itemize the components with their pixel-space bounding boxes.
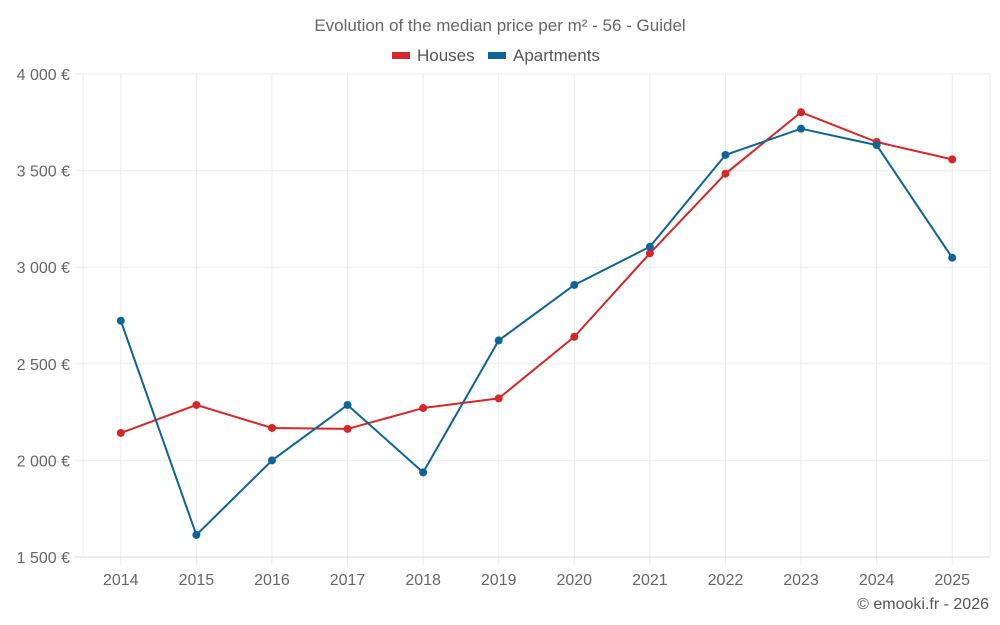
- data-point-houses: [116, 428, 125, 437]
- x-tick-label: 2019: [481, 572, 517, 589]
- data-point-apartments: [267, 456, 276, 465]
- data-point-apartments: [192, 530, 201, 539]
- data-point-houses: [948, 155, 957, 164]
- axes: 2014 2015 2016 2017 2018 2019 2020 2021 2022 2023…: [17, 67, 970, 589]
- data-point-houses: [494, 394, 503, 403]
- chart-title: Evolution of the median price per m² - 5…: [314, 16, 685, 35]
- grid: [75, 73, 991, 565]
- legend-label: Apartments: [513, 46, 600, 65]
- x-tick-label: 2025: [934, 572, 970, 589]
- data-point-apartments: [494, 336, 503, 345]
- data-point-apartments: [872, 141, 881, 150]
- x-tick-label: 2018: [405, 572, 441, 589]
- data-point-apartments: [948, 253, 957, 262]
- y-tick-label: 3 500 €: [17, 164, 70, 181]
- data-point-houses: [192, 400, 201, 409]
- x-tick-label: 2016: [254, 572, 290, 589]
- series-line-houses: [120, 111, 953, 434]
- data-point-houses: [645, 249, 654, 258]
- series-houses: [116, 108, 957, 437]
- y-tick-label: 3 000 €: [17, 260, 70, 277]
- legend-item-houses: Houses: [392, 46, 475, 65]
- series-apartments: [116, 124, 957, 539]
- legend-swatch: [488, 52, 506, 59]
- data-point-apartments: [570, 280, 579, 289]
- x-tick-label: 2024: [859, 572, 895, 589]
- y-tick-label: 4 000 €: [17, 67, 70, 84]
- data-point-houses: [419, 404, 428, 413]
- y-tick-label: 2 000 €: [17, 453, 70, 470]
- data-point-apartments: [645, 242, 654, 251]
- x-tick-label: 2021: [632, 572, 668, 589]
- series-group: [116, 108, 957, 539]
- data-point-apartments: [721, 150, 730, 159]
- credit-text: © emooki.fr - 2026: [857, 596, 989, 613]
- data-point-houses: [343, 424, 352, 433]
- legend-label: Houses: [417, 46, 475, 65]
- data-point-apartments: [419, 468, 428, 477]
- data-point-houses: [721, 169, 730, 178]
- x-tick-label: 2014: [103, 572, 139, 589]
- legend: Houses Apartments: [392, 46, 600, 65]
- data-point-houses: [570, 332, 579, 341]
- data-point-houses: [267, 423, 276, 432]
- y-tick-label: 1 500 €: [17, 550, 70, 567]
- x-tick-label: 2015: [179, 572, 215, 589]
- legend-item-apartments: Apartments: [488, 46, 600, 65]
- x-tick-label: 2020: [556, 572, 592, 589]
- legend-swatch: [392, 52, 410, 59]
- data-point-apartments: [797, 124, 806, 133]
- y-tick-label: 2 500 €: [17, 357, 70, 374]
- series-line-apartments: [119, 127, 954, 536]
- x-tick-label: 2023: [783, 572, 819, 589]
- data-point-houses: [797, 108, 806, 117]
- x-tick-label: 2022: [708, 572, 744, 589]
- x-tick-label: 2017: [330, 572, 366, 589]
- data-point-apartments: [116, 316, 125, 325]
- data-point-apartments: [343, 400, 352, 409]
